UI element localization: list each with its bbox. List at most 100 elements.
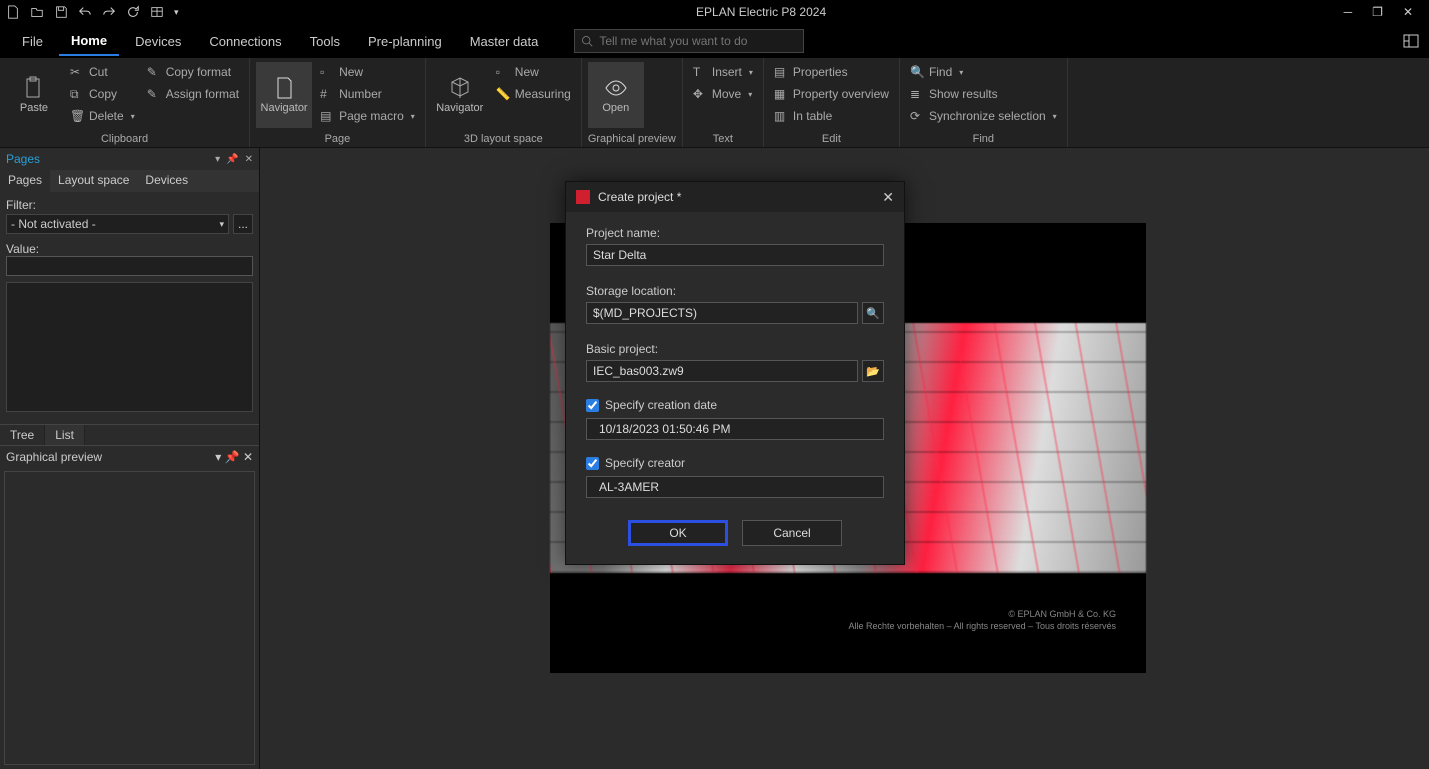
panel-close-icon[interactable]: ✕ <box>245 154 253 165</box>
menu-connections[interactable]: Connections <box>197 28 293 55</box>
copy-button[interactable]: ⧉Copy <box>66 84 139 104</box>
open-preview-button[interactable]: Open <box>588 62 644 128</box>
paste-label: Paste <box>20 102 48 114</box>
storage-input[interactable] <box>586 302 858 324</box>
menu-file[interactable]: File <box>10 28 55 55</box>
specify-date-checkbox[interactable]: Specify creation date <box>586 398 884 412</box>
assign-format-button[interactable]: ✎Assign format <box>143 84 243 104</box>
tab-devices[interactable]: Devices <box>137 170 196 192</box>
cut-icon: ✂ <box>70 65 84 79</box>
splash-copyright: © EPLAN GmbH & Co. KG <box>849 608 1116 621</box>
panel-pin-icon[interactable]: 📌 <box>226 154 238 165</box>
value-input[interactable] <box>6 256 253 276</box>
insert-text-button[interactable]: TInsert▾ <box>689 62 757 82</box>
specify-creator-checkbox[interactable]: Specify creator <box>586 456 884 470</box>
search-input[interactable] <box>599 34 797 48</box>
page-macro-icon: ▤ <box>320 109 334 123</box>
page-number-icon: # <box>320 87 334 101</box>
page-number-button[interactable]: #Number <box>316 84 419 104</box>
basic-project-browse-button[interactable]: 📂 <box>862 360 884 382</box>
properties-button[interactable]: ▤Properties <box>770 62 893 82</box>
find-icon: 🔍 <box>910 65 924 79</box>
table-icon[interactable] <box>150 5 164 19</box>
property-overview-icon: ▦ <box>774 87 788 101</box>
ribbon-group-clipboard: Paste ✂Cut ⧉Copy 🗑Delete▾ ✎Copy format ✎… <box>0 58 250 147</box>
specify-creator-check[interactable] <box>586 457 599 470</box>
copy-format-button[interactable]: ✎Copy format <box>143 62 243 82</box>
create-project-dialog: Create project * ✕ Project name: Storage… <box>565 181 905 565</box>
measuring-button[interactable]: 📏Measuring <box>492 84 575 104</box>
move-text-button[interactable]: ✥Move▾ <box>689 84 757 104</box>
dialog-title: Create project * <box>598 190 874 204</box>
in-table-button[interactable]: ▥In table <box>770 106 893 126</box>
tab-pages[interactable]: Pages <box>0 170 50 192</box>
filter-more-button[interactable]: ... <box>233 214 253 234</box>
property-overview-button[interactable]: ▦Property overview <box>770 84 893 104</box>
menu-home[interactable]: Home <box>59 27 119 56</box>
creation-date-input[interactable] <box>586 418 884 440</box>
menu-devices[interactable]: Devices <box>123 28 193 55</box>
delete-button[interactable]: 🗑Delete▾ <box>66 106 139 126</box>
tab-tree[interactable]: Tree <box>0 425 45 445</box>
creator-input[interactable] <box>586 476 884 498</box>
3d-new-button[interactable]: ▫New <box>492 62 575 82</box>
storage-browse-button[interactable]: 🔍 <box>862 302 884 324</box>
ribbon: Paste ✂Cut ⧉Copy 🗑Delete▾ ✎Copy format ✎… <box>0 58 1429 148</box>
3d-group-label: 3D layout space <box>432 131 575 147</box>
sync-selection-button[interactable]: ⟳Synchronize selection▾ <box>906 106 1061 126</box>
preview-close-icon[interactable]: ✕ <box>243 450 253 464</box>
ok-button[interactable]: OK <box>628 520 728 546</box>
paste-button[interactable]: Paste <box>6 62 62 128</box>
save-icon[interactable] <box>54 5 68 19</box>
show-results-button[interactable]: ≣Show results <box>906 84 1061 104</box>
text-group-label: Text <box>689 131 757 147</box>
search-box[interactable] <box>574 29 804 53</box>
maximize-button[interactable]: ❐ <box>1372 5 1383 19</box>
eye-icon <box>604 76 628 100</box>
menu-preplanning[interactable]: Pre-planning <box>356 28 454 55</box>
filter-select[interactable]: - Not activated - ▾ <box>6 214 229 234</box>
properties-icon: ▤ <box>774 65 788 79</box>
basic-project-input[interactable] <box>586 360 858 382</box>
new-page-icon[interactable] <box>6 5 20 19</box>
menu-tools[interactable]: Tools <box>298 28 352 55</box>
preview-panel-header: Graphical preview ▾ 📌 ✕ <box>0 445 259 467</box>
undo-icon[interactable] <box>78 5 92 19</box>
layout-icon[interactable] <box>1403 33 1419 49</box>
paste-icon <box>22 76 46 100</box>
folder-open-icon: 📂 <box>866 365 880 378</box>
tab-list[interactable]: List <box>45 425 85 445</box>
tab-layout-space[interactable]: Layout space <box>50 170 137 192</box>
redo-icon[interactable] <box>102 5 116 19</box>
quick-access-toolbar: ▾ <box>6 5 179 19</box>
ribbon-group-3d: Navigator ▫New 📏Measuring 3D layout spac… <box>426 58 582 147</box>
refresh-icon[interactable] <box>126 5 140 19</box>
specify-date-check[interactable] <box>586 399 599 412</box>
find-group-label: Find <box>906 131 1061 147</box>
minimize-button[interactable]: ─ <box>1344 5 1353 19</box>
panel-dropdown-icon[interactable]: ▾ <box>215 154 220 165</box>
page-group-label: Page <box>256 131 419 147</box>
preview-pin-icon[interactable]: 📌 <box>225 450 240 464</box>
page-navigator-button[interactable]: Navigator <box>256 62 312 128</box>
page-macro-button[interactable]: ▤Page macro▾ <box>316 106 419 126</box>
page-new-button[interactable]: ▫New <box>316 62 419 82</box>
pages-tree-area[interactable] <box>6 282 253 412</box>
preview-dropdown-icon[interactable]: ▾ <box>215 450 221 464</box>
close-button[interactable]: ✕ <box>1403 5 1413 19</box>
project-name-input[interactable] <box>586 244 884 266</box>
3d-navigator-button[interactable]: Navigator <box>432 62 488 128</box>
open-icon[interactable] <box>30 5 44 19</box>
edit-group-label: Edit <box>770 131 893 147</box>
find-button[interactable]: 🔍Find▾ <box>906 62 1061 82</box>
cancel-button[interactable]: Cancel <box>742 520 842 546</box>
cut-button[interactable]: ✂Cut <box>66 62 139 82</box>
dialog-close-button[interactable]: ✕ <box>882 189 894 206</box>
in-table-icon: ▥ <box>774 109 788 123</box>
value-label: Value: <box>6 242 253 256</box>
page-navigator-icon <box>272 76 296 100</box>
preview-area <box>4 471 255 765</box>
menu-masterdata[interactable]: Master data <box>458 28 551 55</box>
splash-rights: Alle Rechte vorbehalten – All rights res… <box>849 620 1116 633</box>
sync-icon: ⟳ <box>910 109 924 123</box>
